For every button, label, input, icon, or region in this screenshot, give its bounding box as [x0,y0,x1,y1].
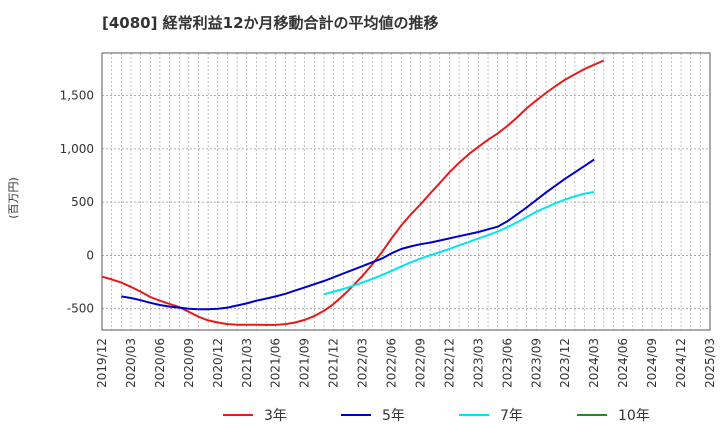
legend-item-3: 10年 [577,408,650,424]
x-tick-label: 2021/12 [327,338,341,388]
y-tick-label: 500 [71,195,94,209]
legend-label: 5年 [382,408,405,424]
x-tick-label: 2020/12 [211,338,225,388]
x-tick-label: 2023/09 [529,338,543,388]
y-tick-label: 1,000 [60,142,94,156]
x-tick-label: 2021/06 [269,338,283,388]
x-tick-label: 2024/09 [645,338,659,388]
y-tick-label: 1,500 [60,89,94,103]
grid-lines [101,53,711,330]
legend-item-0: 3年 [223,408,287,424]
x-tick-label: 2024/12 [674,338,688,388]
x-tick-label: 2023/12 [558,338,572,388]
y-axis-label: (百万円) [7,177,20,219]
y-axis-ticks: -500 0 500 1,000 1,500 [60,89,94,316]
legend-item-1: 5年 [341,408,405,424]
x-tick-label: 2022/12 [442,338,456,388]
x-tick-label: 2020/03 [124,338,138,388]
x-tick-label: 2020/09 [182,338,196,388]
x-tick-label: 2023/03 [471,338,485,388]
x-tick-label: 2023/06 [500,338,514,388]
x-tick-label: 2024/06 [616,338,630,388]
chart-title: [4080] 経常利益12か月移動合計の平均値の推移 [102,14,439,32]
legend-label: 7年 [500,408,523,424]
legend-label: 10年 [618,408,650,424]
x-tick-label: 2022/03 [356,338,370,388]
y-tick-label: 0 [86,248,94,262]
series-lines [101,59,605,326]
x-axis-ticks: 2019/12 2020/03 2020/06 2020/09 2020/12 2021/… [95,338,717,388]
series-line-2 [323,191,595,296]
x-tick-label: 2020/06 [153,338,167,388]
x-tick-label: 2022/06 [385,338,399,388]
y-tick-label: -500 [67,302,94,316]
series-line-1 [121,158,595,311]
x-tick-label: 2022/09 [413,338,427,388]
x-tick-label: 2019/12 [95,338,109,388]
x-tick-label: 2021/03 [240,338,254,388]
legend-item-2: 7年 [459,408,523,424]
x-tick-label: 2025/03 [703,338,717,388]
x-tick-label: 2021/09 [298,338,312,388]
x-tick-label: 2024/03 [587,338,601,388]
legend: 3年 5年 7年 10年 [223,408,650,424]
legend-label: 3年 [264,408,287,424]
plot-frame [101,52,711,331]
